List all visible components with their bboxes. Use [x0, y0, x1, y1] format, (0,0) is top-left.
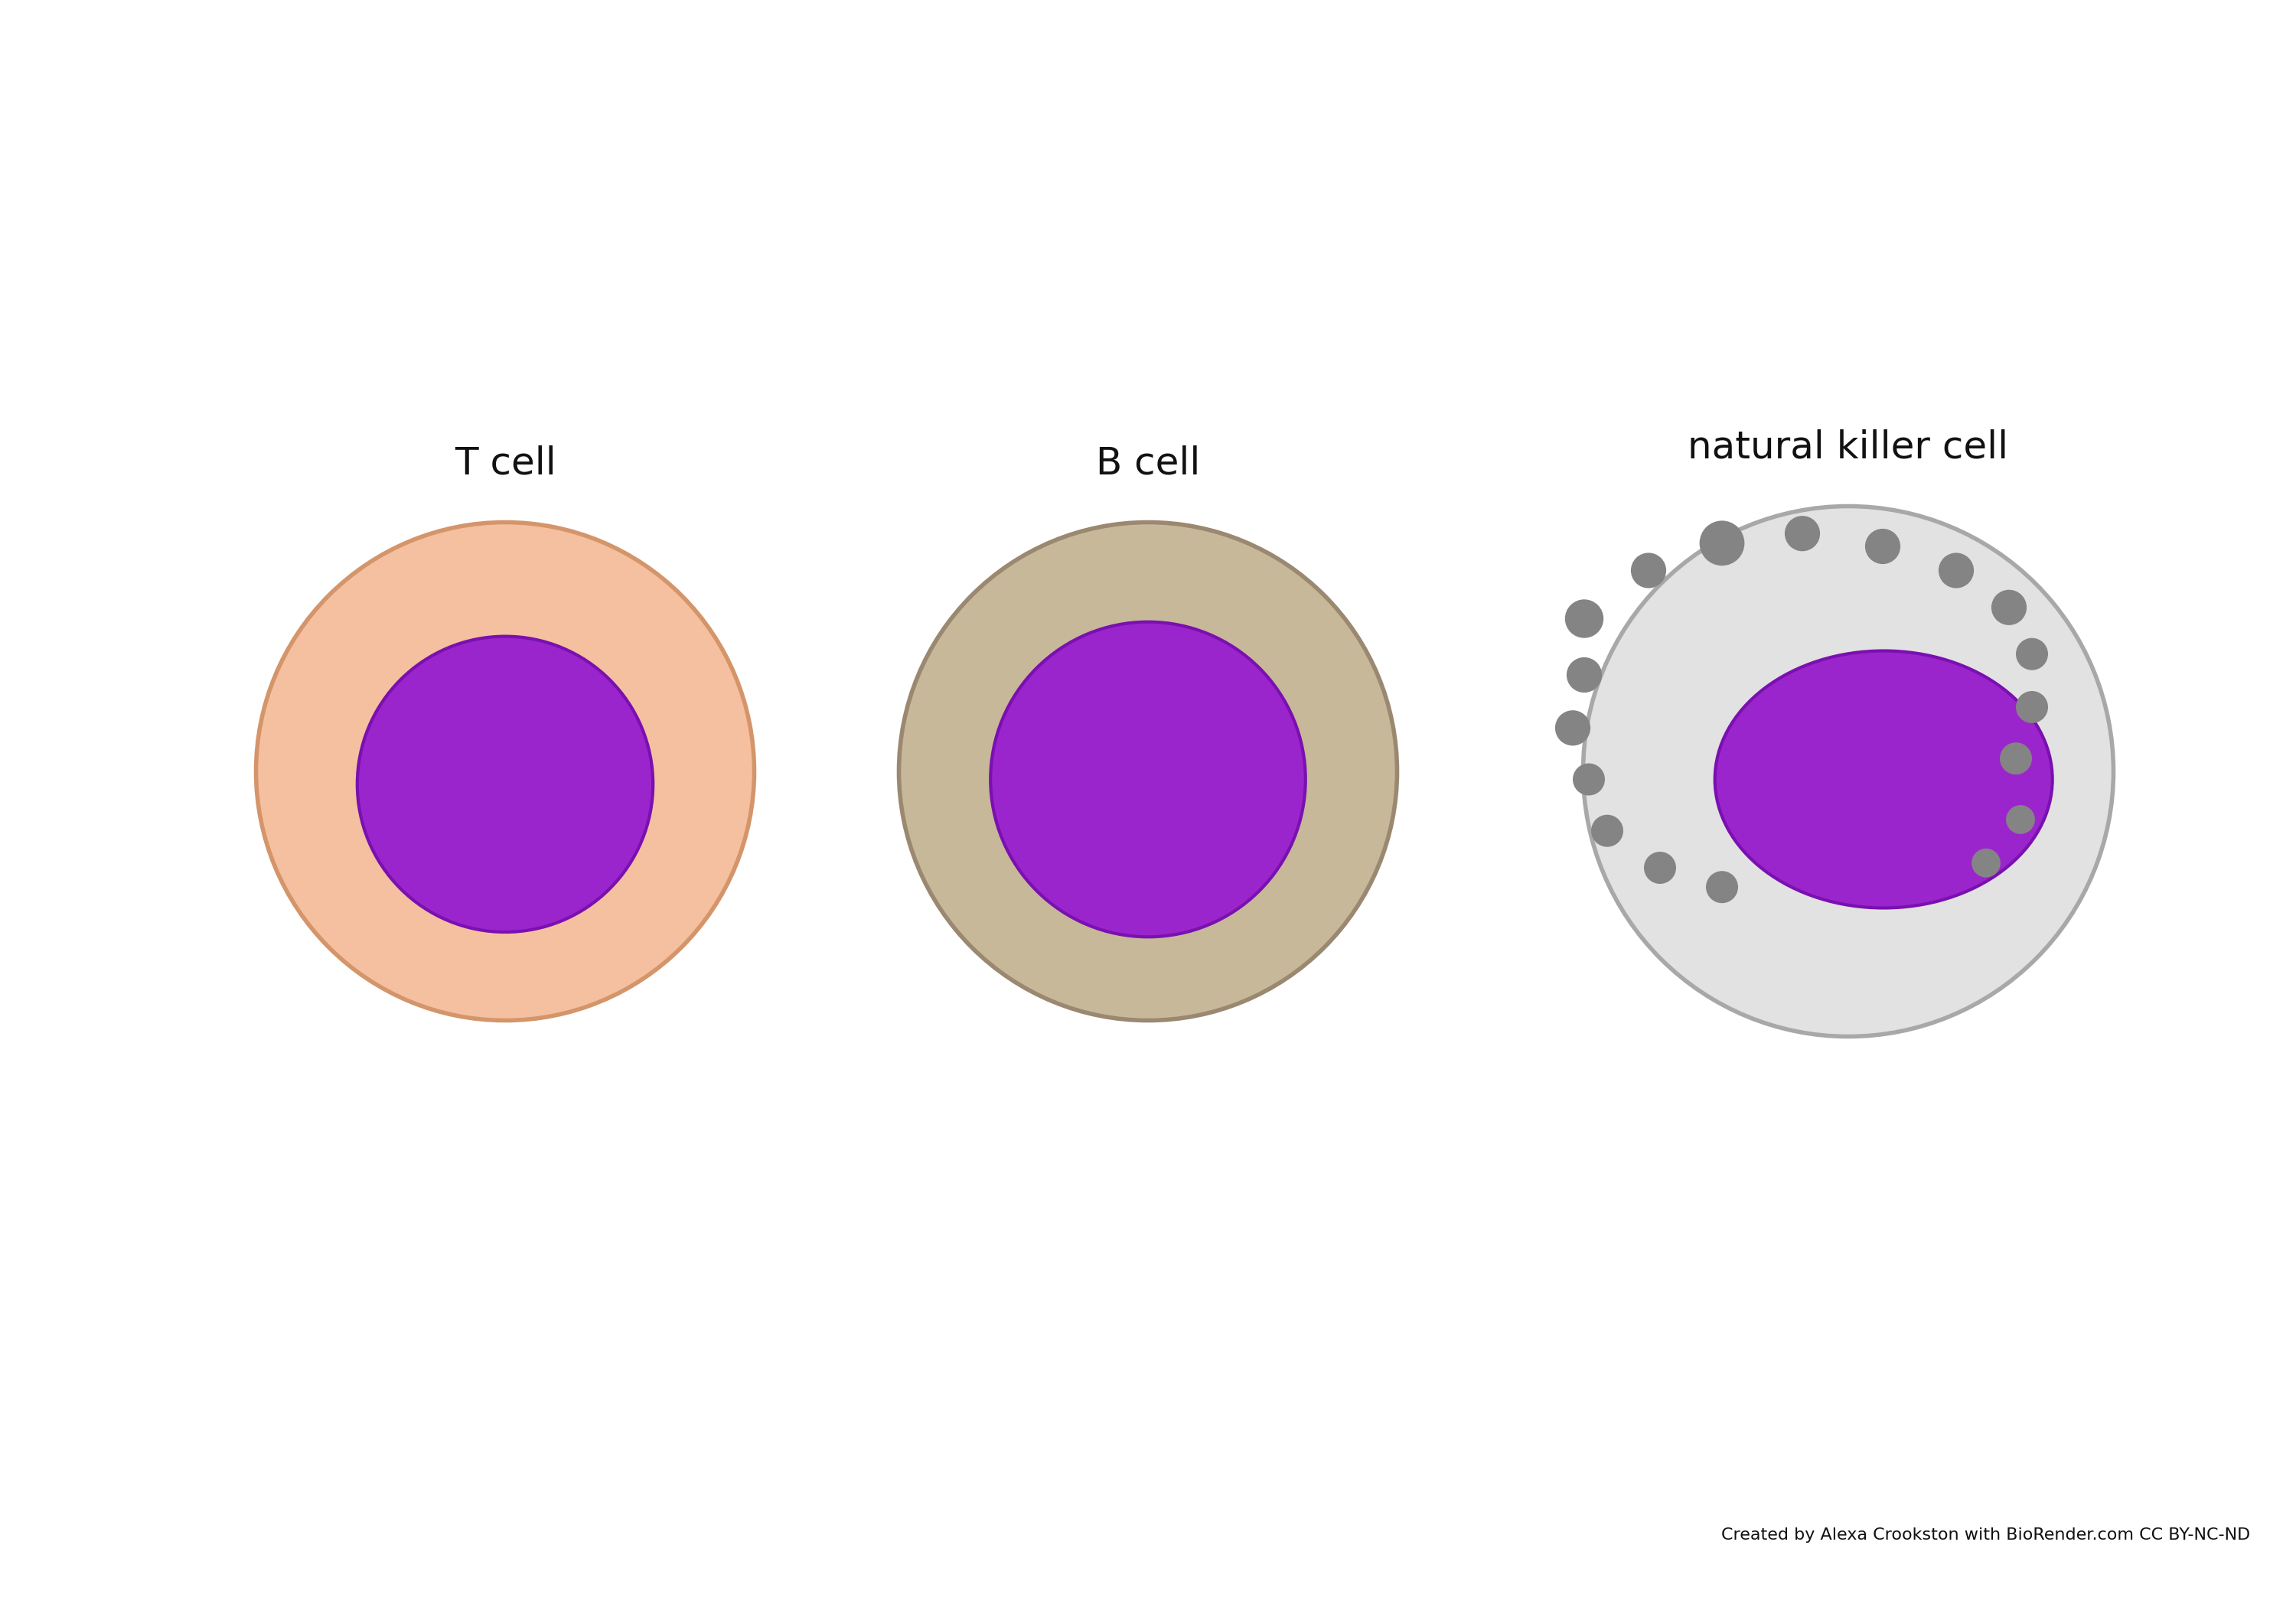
Circle shape	[2007, 805, 2034, 834]
Circle shape	[1706, 871, 1738, 903]
Circle shape	[1784, 516, 1821, 551]
Circle shape	[1554, 710, 1591, 746]
Text: Created by Alexa Crookston with BioRender.com CC BY-NC-ND: Created by Alexa Crookston with BioRende…	[1722, 1527, 2250, 1543]
Circle shape	[2000, 742, 2032, 775]
Text: B cell: B cell	[1095, 445, 1201, 482]
Circle shape	[1864, 529, 1901, 564]
Circle shape	[1591, 815, 1623, 847]
Circle shape	[1938, 553, 1975, 588]
Circle shape	[1991, 590, 2027, 625]
Circle shape	[1972, 848, 2000, 877]
Circle shape	[257, 522, 753, 1020]
Circle shape	[1630, 553, 1667, 588]
Circle shape	[1566, 657, 1603, 693]
Circle shape	[2016, 691, 2048, 723]
Text: natural killer cell: natural killer cell	[1688, 429, 2009, 466]
Circle shape	[1644, 852, 1676, 884]
Ellipse shape	[1715, 651, 2053, 908]
Circle shape	[1573, 763, 1605, 795]
Circle shape	[1584, 506, 2115, 1037]
Ellipse shape	[990, 622, 1306, 937]
Text: T cell: T cell	[455, 445, 556, 482]
Circle shape	[2016, 638, 2048, 670]
Circle shape	[1699, 521, 1745, 566]
Circle shape	[900, 522, 1396, 1020]
Circle shape	[1566, 599, 1603, 638]
Ellipse shape	[358, 636, 652, 932]
